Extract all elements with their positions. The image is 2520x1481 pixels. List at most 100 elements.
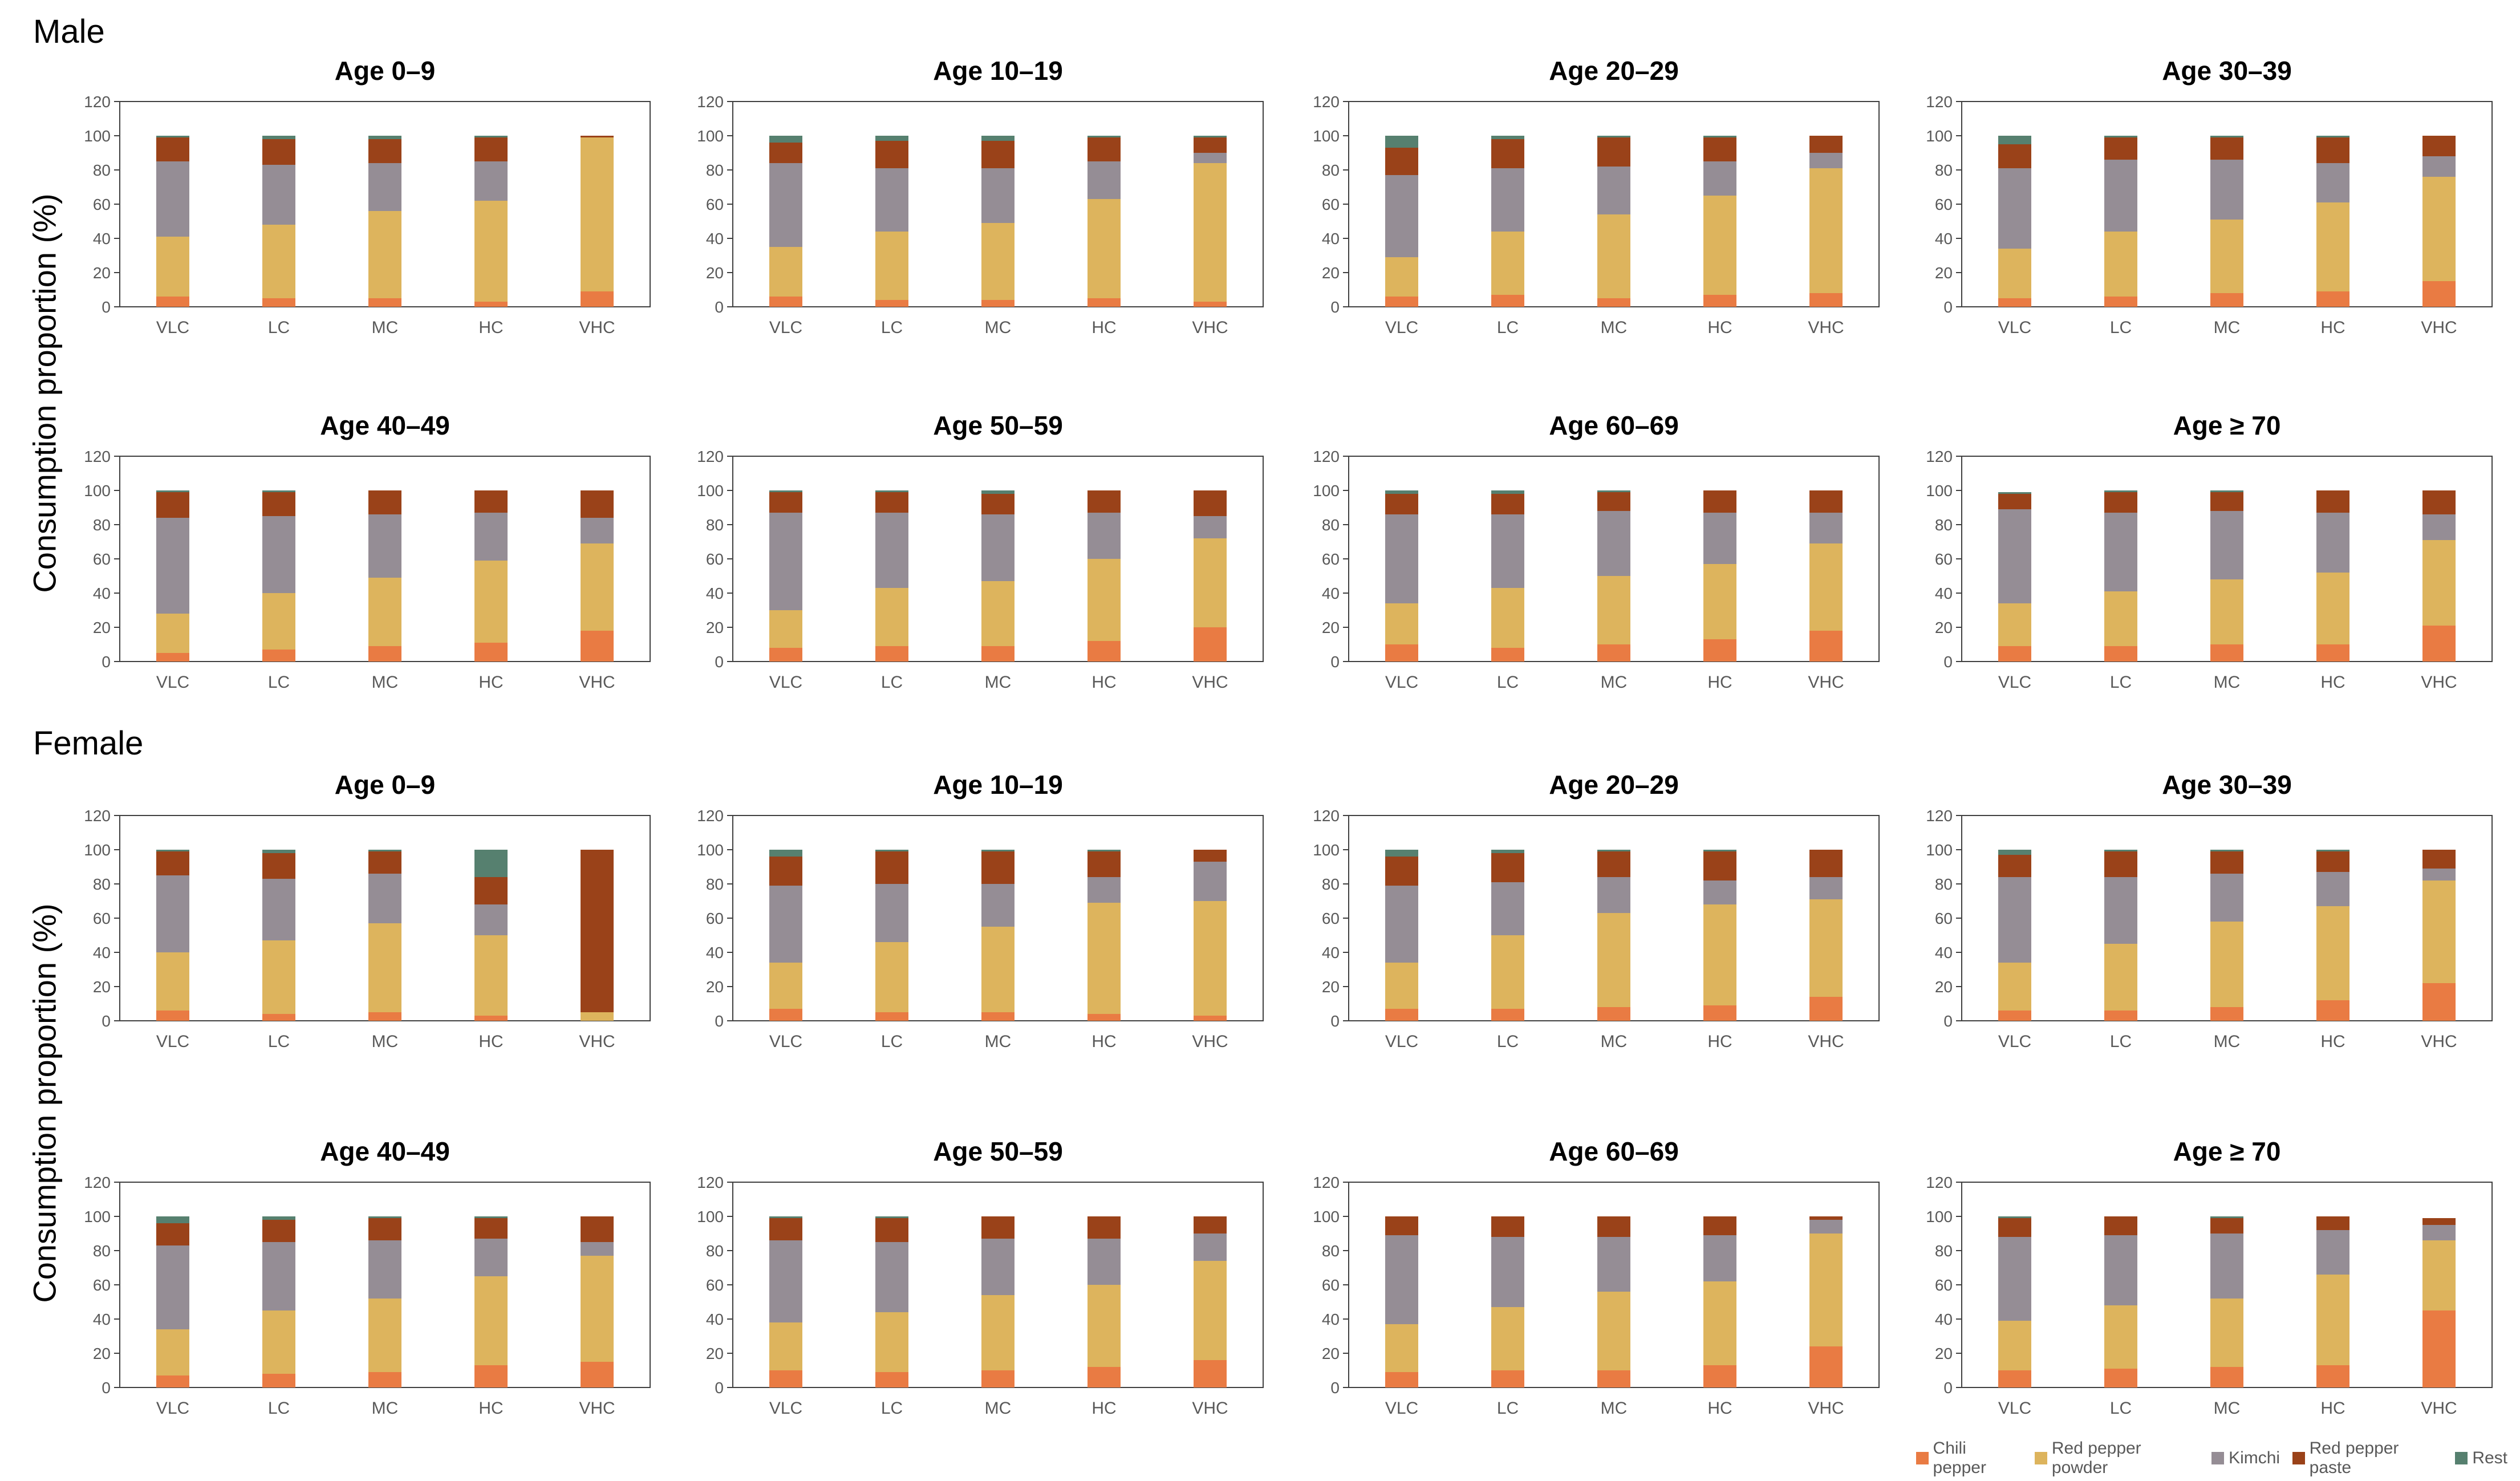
bar-segment-kimchi: [1597, 1237, 1630, 1292]
bar-segment-red-pepper-paste: [1597, 137, 1630, 167]
bar-segment-red-pepper-powder: [1087, 903, 1121, 1014]
bar-segment-red-pepper-powder: [1998, 1321, 2031, 1370]
x-tick-label: VHC: [579, 673, 615, 692]
bar-segment-red-pepper-powder: [368, 211, 401, 298]
bar-segment-chili-pepper: [368, 298, 401, 307]
bar-segment-kimchi: [769, 1240, 802, 1322]
x-tick-label: LC: [268, 673, 290, 692]
y-tick-label: 60: [706, 1276, 724, 1294]
x-tick-label: VHC: [2421, 1399, 2457, 1418]
bar-segment-red-pepper-paste: [156, 137, 189, 161]
bar-segment-kimchi: [1491, 514, 1524, 588]
y-tick-label: 100: [1313, 127, 1340, 145]
bar-segment-rest: [981, 136, 1015, 141]
chart-title: Age 0–9: [335, 56, 435, 86]
bar-segment-red-pepper-powder: [1809, 543, 1843, 631]
bar-segment-red-pepper-paste: [875, 492, 908, 513]
bar-segment-red-pepper-powder: [262, 1310, 295, 1374]
x-tick-label: LC: [1497, 318, 1519, 337]
bar-segment-kimchi: [1491, 882, 1524, 935]
x-tick-label: HC: [1091, 1399, 1116, 1418]
y-tick-label: 20: [706, 978, 724, 996]
bar-segment-red-pepper-powder: [1597, 1292, 1630, 1370]
bar-segment-chili-pepper: [474, 1365, 508, 1387]
bar-segment-kimchi: [368, 163, 401, 211]
x-tick-label: VLC: [769, 673, 802, 692]
x-tick-label: VLC: [769, 318, 802, 337]
y-tick-label: 60: [1322, 910, 1340, 927]
y-tick-label: 40: [1322, 1310, 1340, 1328]
bar-segment-chili-pepper: [1703, 1365, 1736, 1387]
bar-segment-red-pepper-powder: [581, 1256, 614, 1362]
bar-segment-chili-pepper: [474, 643, 508, 662]
bar-segment-kimchi: [474, 1239, 508, 1276]
bar-segment-red-pepper-paste: [1385, 148, 1418, 175]
y-tick-label: 80: [93, 161, 111, 179]
bar-segment-rest: [368, 1216, 401, 1218]
x-tick-label: MC: [985, 1399, 1012, 1418]
y-tick-label: 40: [1322, 585, 1340, 602]
bar-segment-chili-pepper: [1703, 1005, 1736, 1021]
bar-segment-kimchi: [769, 513, 802, 610]
y-tick-label: 80: [93, 875, 111, 893]
x-tick-label: VLC: [769, 1399, 802, 1418]
bar-segment-red-pepper-paste: [2104, 1216, 2137, 1235]
bar-segment-red-pepper-paste: [156, 492, 189, 518]
bar-segment-chili-pepper: [581, 1362, 614, 1387]
bar-segment-kimchi: [1703, 161, 1736, 196]
bar-segment-chili-pepper: [1087, 1367, 1121, 1387]
bar-segment-chili-pepper: [981, 300, 1015, 307]
bar-segment-chili-pepper: [2422, 983, 2456, 1021]
x-tick-label: VHC: [1808, 318, 1844, 337]
legend-item: Chili pepper: [1916, 1439, 2022, 1478]
bar-segment-chili-pepper: [875, 646, 908, 662]
chart-panel: Age ≥ 70 0 20 40 60 80 100 120 VLC LC MC HC VHC: [1926, 411, 2493, 692]
bar-segment-red-pepper-powder: [1194, 163, 1227, 302]
bar-segment-red-pepper-powder: [1087, 1285, 1121, 1367]
chart-title: Age ≥ 70: [2173, 1137, 2281, 1166]
bar-segment-red-pepper-paste: [1809, 850, 1843, 877]
bar-segment-red-pepper-paste: [368, 1218, 401, 1240]
chart-panel: Age 20–29 0 20 40 60 80 100 120 VLC LC MC HC VHC: [1313, 56, 1880, 337]
x-tick-label: HC: [1091, 318, 1116, 337]
bar-segment-chili-pepper: [1087, 298, 1121, 307]
bar-segment-chili-pepper: [2422, 1310, 2456, 1387]
y-tick-label: 0: [1943, 1379, 1953, 1397]
bar-segment-rest: [1491, 850, 1524, 853]
bar-segment-kimchi: [262, 516, 295, 593]
bar-segment-chili-pepper: [2316, 644, 2349, 662]
bar-segment-red-pepper-powder: [875, 232, 908, 300]
bar-segment-red-pepper-paste: [769, 1218, 802, 1240]
y-tick-label: 0: [102, 298, 111, 316]
x-tick-label: HC: [2320, 318, 2345, 337]
bar-segment-rest: [2104, 850, 2137, 851]
bar-segment-red-pepper-powder: [1597, 913, 1630, 1007]
bar-segment-red-pepper-paste: [262, 853, 295, 879]
bar-segment-red-pepper-paste: [1809, 136, 1843, 153]
bar-segment-red-pepper-powder: [368, 578, 401, 646]
bar-segment-kimchi: [981, 1239, 1015, 1295]
bar-segment-chili-pepper: [1703, 295, 1736, 307]
bar-segment-kimchi: [875, 1242, 908, 1312]
legend-swatch-red-pepper-powder: [2035, 1452, 2047, 1464]
bar-segment-chili-pepper: [368, 1372, 401, 1387]
bar-segment-kimchi: [368, 1240, 401, 1299]
y-tick-label: 100: [1926, 841, 1953, 859]
chart-title: Age 50–59: [933, 411, 1063, 440]
x-tick-label: VHC: [1192, 1399, 1228, 1418]
y-tick-label: 40: [93, 944, 111, 961]
bar-segment-red-pepper-paste: [769, 492, 802, 513]
y-tick-label: 120: [84, 1174, 111, 1191]
x-tick-label: HC: [1091, 1032, 1116, 1051]
x-tick-label: VHC: [1192, 673, 1228, 692]
bar-segment-red-pepper-powder: [581, 1012, 614, 1021]
y-tick-label: 120: [84, 807, 111, 825]
bar-segment-chili-pepper: [2210, 1367, 2243, 1387]
bar-segment-chili-pepper: [1597, 298, 1630, 307]
x-tick-label: VLC: [1385, 1399, 1418, 1418]
bar-segment-kimchi: [1385, 175, 1418, 257]
bar-segment-red-pepper-paste: [156, 851, 189, 875]
y-tick-label: 0: [1330, 1012, 1340, 1030]
bar-segment-rest: [769, 850, 802, 857]
bar-segment-chili-pepper: [1194, 1016, 1227, 1021]
